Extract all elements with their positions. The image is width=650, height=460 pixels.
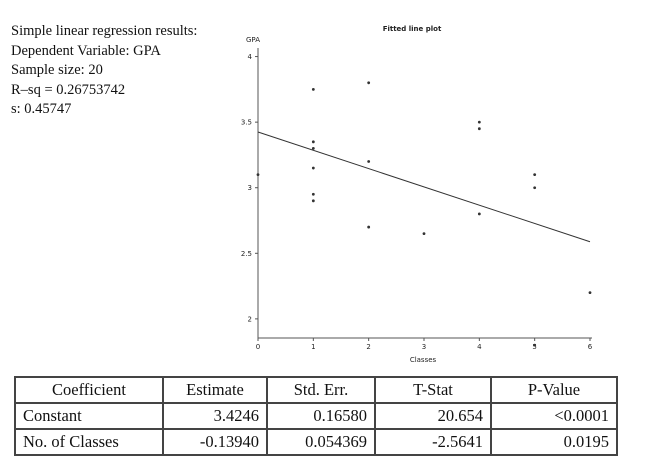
- y-axis-label: GPA: [246, 36, 260, 44]
- cell-estimate: 3.4246: [162, 402, 268, 430]
- x-tick-label: 6: [588, 343, 593, 351]
- std-error-s: s: 0.45747: [11, 101, 72, 117]
- x-axis-label: Classes: [410, 356, 437, 364]
- cell-coefficient: No. of Classes: [14, 428, 164, 456]
- data-point: [311, 166, 315, 170]
- data-point: [256, 173, 260, 177]
- data-point: [477, 212, 481, 216]
- cell-p-value: <0.0001: [490, 402, 618, 430]
- fitted-line-plot: Fitted line plot GPA Classes 0 1 2 3 4 5 6 2 2.5…: [241, 25, 593, 364]
- cell-estimate: -0.13940: [162, 428, 268, 456]
- data-point: [477, 127, 481, 131]
- cell-std-err: 0.054369: [266, 428, 376, 456]
- regression-summary: Simple linear regression results: Depend…: [11, 22, 197, 120]
- x-tick-label: 2: [366, 343, 370, 351]
- cell-p-value: 0.0195: [490, 428, 618, 456]
- header-p-value: P-Value: [490, 376, 618, 404]
- cell-t-stat: 20.654: [374, 402, 492, 430]
- header-t-stat: T-Stat: [374, 376, 492, 404]
- summary-title: Simple linear regression results:: [11, 23, 198, 39]
- data-point: [367, 81, 371, 85]
- header-std-err: Std. Err.: [266, 376, 376, 404]
- table-row: No. of Classes -0.13940 0.054369 -2.5641…: [14, 428, 618, 456]
- x-tick-label: 5: [532, 343, 536, 351]
- sample-size: Sample size: 20: [11, 62, 103, 78]
- data-point: [533, 186, 537, 190]
- y-tick-label: 2.5: [241, 250, 252, 258]
- data-point: [533, 173, 537, 177]
- fit-line: [257, 131, 591, 243]
- chart-title: Fitted line plot: [383, 25, 442, 33]
- cell-coefficient: Constant: [14, 402, 164, 430]
- data-point: [588, 291, 592, 295]
- y-tick-label: 3: [248, 184, 252, 192]
- dependent-variable: Dependent Variable: GPA: [11, 42, 161, 59]
- x-tick-label: 1: [311, 343, 315, 351]
- r-squared: R–sq = 0.26753742: [11, 81, 126, 98]
- header-coefficient: Coefficient: [14, 376, 164, 404]
- data-point: [311, 199, 315, 203]
- data-point: [367, 225, 371, 229]
- y-tick-label: 3.5: [241, 119, 252, 127]
- y-tick-label: 2: [248, 315, 252, 323]
- x-tick-label: 4: [477, 343, 482, 351]
- y-tick-label: 4: [248, 53, 253, 61]
- x-tick-label: 0: [256, 343, 260, 351]
- data-point: [311, 140, 315, 144]
- coefficient-table: Coefficient Estimate Std. Err. T-Stat P-…: [14, 376, 618, 456]
- cell-std-err: 0.16580: [266, 402, 376, 430]
- data-point: [311, 87, 315, 91]
- data-point: [311, 192, 315, 196]
- data-point: [367, 160, 371, 163]
- cell-t-stat: -2.5641: [374, 428, 492, 456]
- data-point: [422, 232, 426, 236]
- table-header-row: Coefficient Estimate Std. Err. T-Stat P-…: [14, 376, 618, 404]
- data-point: [311, 146, 315, 150]
- data-point: [477, 120, 481, 124]
- header-estimate: Estimate: [162, 376, 268, 404]
- table-row: Constant 3.4246 0.16580 20.654 <0.0001: [14, 402, 618, 430]
- x-tick-label: 3: [422, 343, 426, 351]
- data-point: [533, 343, 537, 347]
